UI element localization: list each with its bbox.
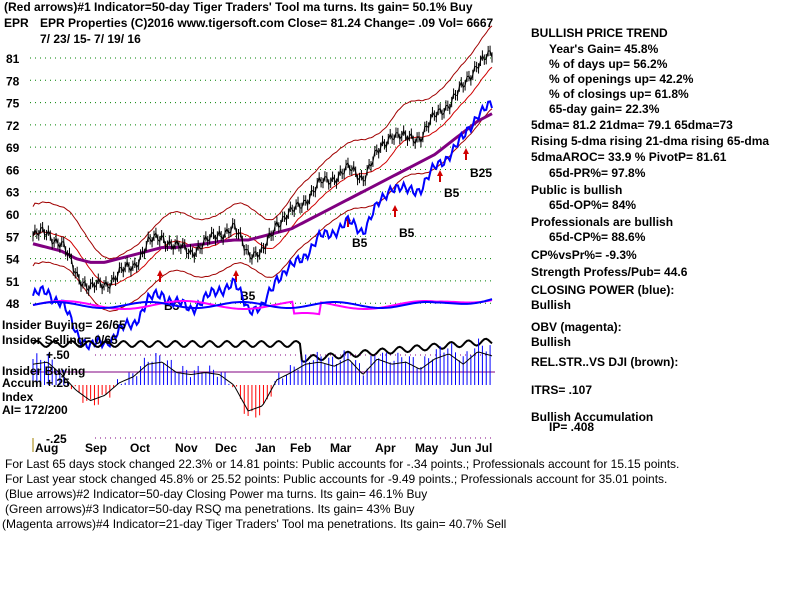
x-tick-label: Nov	[175, 441, 198, 455]
y-tick-label: 48	[6, 297, 20, 311]
signal-label: B5	[399, 226, 415, 240]
x-tick-label: Mar	[330, 441, 352, 455]
x-tick-label: Oct	[130, 441, 150, 455]
stat-line: Year's Gain= 45.8%	[549, 42, 659, 56]
y-tick-label: 66	[6, 163, 20, 177]
indicator-1-line: (Red arrows)#1 Indicator=50-day Tiger Tr…	[4, 0, 473, 14]
stat-line: % of openings up= 42.2%	[549, 72, 694, 86]
y-tick-label: 78	[6, 74, 20, 88]
tick-plus25: +.25	[46, 376, 70, 390]
y-tick-label: 69	[6, 141, 20, 155]
closing-power-line	[32, 100, 493, 351]
y-tick-label: 51	[6, 275, 20, 289]
ticker: EPR	[4, 16, 29, 30]
stat-line: Strength Profess/Pub= 44.6	[531, 265, 688, 279]
insider-buying-label: Insider Buying	[2, 364, 86, 378]
stat-line: Public is bullish	[531, 183, 623, 197]
y-tick-label: 72	[6, 119, 20, 133]
x-tick-label: Sep	[85, 441, 107, 455]
accum-label: Accum	[2, 376, 43, 390]
stat-line: Bullish Accumulation	[531, 410, 654, 424]
buy-arrow-icon	[392, 205, 398, 217]
signal-label: B5	[444, 186, 460, 200]
y-tick-label: 63	[6, 186, 20, 200]
stat-line: CP%vsPr%= -9.3%	[531, 248, 637, 262]
y-tick-label: 60	[6, 208, 20, 222]
footer-line: For Last year stock changed 45.8% or 25.…	[5, 472, 668, 486]
stat-line: 5dma= 81.2 21dma= 79.1 65dma=73	[531, 118, 733, 132]
x-tick-label: Jan	[255, 441, 276, 455]
stat-line: REL.STR..VS DJI (brown):	[531, 355, 679, 369]
x-tick-label: Jul	[475, 441, 492, 455]
cp-line-lower	[32, 298, 493, 309]
buy-arrow-icon	[437, 170, 443, 182]
stat-line: Bullish	[531, 335, 572, 349]
stat-line: % of days up= 56.2%	[549, 57, 668, 71]
stat-line: BULLISH PRICE TREND	[531, 26, 668, 40]
x-tick-label: Feb	[290, 441, 311, 455]
stat-line: OBV (magenta):	[531, 320, 622, 334]
ai-value: AI= 172/200	[2, 403, 68, 417]
stat-line: ITRS= .107	[531, 383, 593, 397]
footer-line: (Green arrows)#3 Indicator=50-day RSQ ma…	[5, 502, 415, 516]
y-tick-label: 81	[6, 52, 20, 66]
x-tick-label: Aug	[35, 441, 58, 455]
footer-line: For Last 65 days stock changed 22.3% or …	[5, 457, 680, 471]
buy-arrow-icon	[157, 270, 163, 282]
stat-line: CLOSING POWER (blue):	[531, 283, 675, 297]
stat-line: 5dmaAROC= 33.9 % PivotP= 81.61	[531, 150, 727, 164]
y-tick-label: 54	[6, 253, 20, 267]
insider-buying: Insider Buying= 26/65	[2, 318, 126, 332]
title-line: EPR Properties (C)2016 www.tigersoft.com…	[40, 16, 494, 30]
ma65-line	[32, 112, 493, 264]
stat-line: 65d-CP%= 88.6%	[549, 230, 646, 244]
y-tick-label: 57	[6, 230, 20, 244]
stat-line: 65d-OP%= 84%	[549, 198, 637, 212]
tick-minus25: -.25	[46, 432, 67, 446]
signal-label: B25	[470, 166, 492, 180]
tick-plus50: +.50	[46, 348, 70, 362]
footer-line: (Blue arrows)#2 Indicator=50-day Closing…	[5, 487, 428, 501]
stat-line: IP= .408	[549, 420, 595, 434]
accum-ma-line	[32, 351, 493, 412]
x-tick-label: May	[415, 441, 439, 455]
rel-strength-line	[32, 337, 493, 363]
x-tick-label: Jun	[450, 441, 471, 455]
stat-line: 65-day gain= 22.3%	[549, 102, 660, 116]
insider-selling: Insider Selling= 0/65	[2, 333, 118, 347]
date-range: 7/ 23/ 15- 7/ 19/ 16	[40, 32, 141, 46]
buy-arrow-icon	[233, 270, 239, 282]
stat-line: 65d-PR%= 97.8%	[549, 166, 646, 180]
price-line	[32, 50, 493, 292]
stat-line: Professionals are bullish	[531, 215, 674, 229]
x-tick-label: Apr	[375, 441, 396, 455]
y-tick-label: 75	[6, 97, 20, 111]
stat-line: Rising 5-dma rising 21-dma rising 65-dma	[531, 134, 770, 148]
x-tick-label: Dec	[215, 441, 237, 455]
buy-arrow-icon	[463, 148, 469, 160]
stat-line: % of closings up= 61.8%	[549, 87, 689, 101]
signal-label: B5	[352, 236, 368, 250]
stat-line: Bullish	[531, 298, 572, 312]
index-label: Index	[2, 390, 34, 404]
footer-line: (Magenta arrows)#4 Indicator=21-day Tige…	[2, 517, 507, 531]
upper-band	[32, 25, 493, 260]
lower-band	[32, 108, 493, 312]
